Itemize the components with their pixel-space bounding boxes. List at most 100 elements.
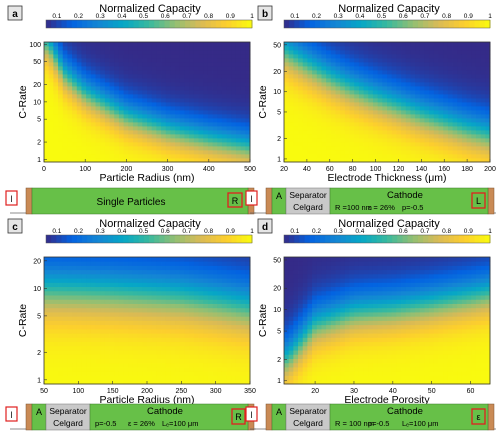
heatmap-cell [372,350,379,355]
heatmap-cell [316,273,322,279]
heatmap-cell [179,358,185,364]
heatmap-cell [184,78,190,83]
heatmap-cell [189,126,195,131]
heatmap-cell [335,379,341,385]
heatmap-cell [401,126,407,131]
heatmap-cell [358,86,364,91]
heatmap-cell [340,328,346,334]
heatmap-cell [217,66,223,71]
heatmap-cell [128,122,134,127]
heatmap-cell [123,358,129,364]
heatmap-cell [81,62,87,67]
heatmap-cell [312,278,318,283]
heatmap-cell [433,126,439,131]
heatmap-cell [363,90,369,95]
heatmap-cell [340,307,346,313]
heatmap-cell [330,134,336,139]
heatmap-cell [240,273,246,279]
heatmap-cell [203,307,209,313]
heatmap-cell [401,98,407,103]
heatmap-cell [86,282,92,288]
heatmap-cell [193,42,199,47]
heatmap-cell [128,58,134,63]
heatmap-cell [240,295,246,300]
heatmap-cell [170,379,176,385]
heatmap-cell [58,158,64,163]
heatmap-cell [245,146,251,151]
heatmap-cell [147,90,153,95]
colorbar-tick-label: 0.1 [52,228,61,235]
heatmap-cell [189,134,195,139]
heatmap-cell [179,307,185,313]
heatmap-cell [207,320,213,326]
heatmap-cell [132,269,139,275]
heatmap-cell [429,138,435,143]
heatmap-cell [226,46,232,51]
y-tick-label: 2 [37,140,41,147]
heatmap-cell [156,320,162,326]
heatmap-cell [44,126,50,131]
heatmap-cell [198,130,204,135]
heatmap-cell [284,282,290,288]
heatmap-cell [447,50,453,55]
heatmap-cell [53,122,59,127]
heatmap-cell [429,50,435,55]
heatmap-cell [95,282,101,288]
heatmap-cell [363,146,369,151]
heatmap-cell [132,50,139,55]
heatmap-cell [372,150,379,155]
heatmap-cell [363,312,369,317]
heatmap-cell [288,362,294,368]
heatmap-cell [312,362,318,368]
heatmap-cell [198,333,204,338]
heatmap-cell [156,54,162,59]
heatmap-cell [307,82,313,87]
heatmap-cell [293,350,299,355]
heatmap-cell [368,66,374,71]
heatmap-cell [217,286,223,292]
heatmap-cell [198,78,204,83]
heatmap-cell [161,269,167,275]
heatmap-cell [377,375,383,381]
heatmap-cell [284,358,290,364]
heatmap-cell [349,90,355,95]
heatmap-cell [316,102,322,107]
heatmap-cell [298,358,304,364]
heatmap-cell [358,354,364,359]
heatmap-cell [76,282,82,288]
heatmap-cell [298,158,304,163]
heatmap-cell [165,345,171,351]
heatmap-cell [189,114,195,119]
heatmap-cell [480,42,486,47]
heatmap-cell [419,142,425,147]
heatmap-cell [284,90,290,95]
colorbar-swatch [423,235,429,243]
heatmap-cell [330,265,336,271]
heatmap-cell [475,54,482,59]
heatmap-cell [165,350,171,355]
heatmap-cell [354,70,360,75]
heatmap-cell [447,146,453,151]
heatmap-cell [326,46,332,51]
heatmap-cell [198,138,204,143]
heatmap-cell [226,303,232,309]
heatmap-cell [147,328,153,334]
heatmap-cell [452,82,458,87]
heatmap-cell [142,312,148,317]
heatmap-cell [316,82,322,87]
heatmap-cell [288,333,294,338]
heatmap-cell [354,126,360,131]
heatmap-cell [128,312,134,317]
heatmap-cell [354,278,360,283]
heatmap-cell [284,130,290,135]
heatmap-cell [100,257,106,262]
heatmap-cell [165,324,171,330]
heatmap-cell [203,90,209,95]
heatmap-cell [118,273,124,279]
heatmap-cell [100,278,106,283]
heatmap-cell [226,367,232,372]
heatmap-cell [316,303,322,309]
heatmap-cell [419,130,425,135]
heatmap-cell [321,150,327,155]
heatmap-cell [179,110,185,115]
